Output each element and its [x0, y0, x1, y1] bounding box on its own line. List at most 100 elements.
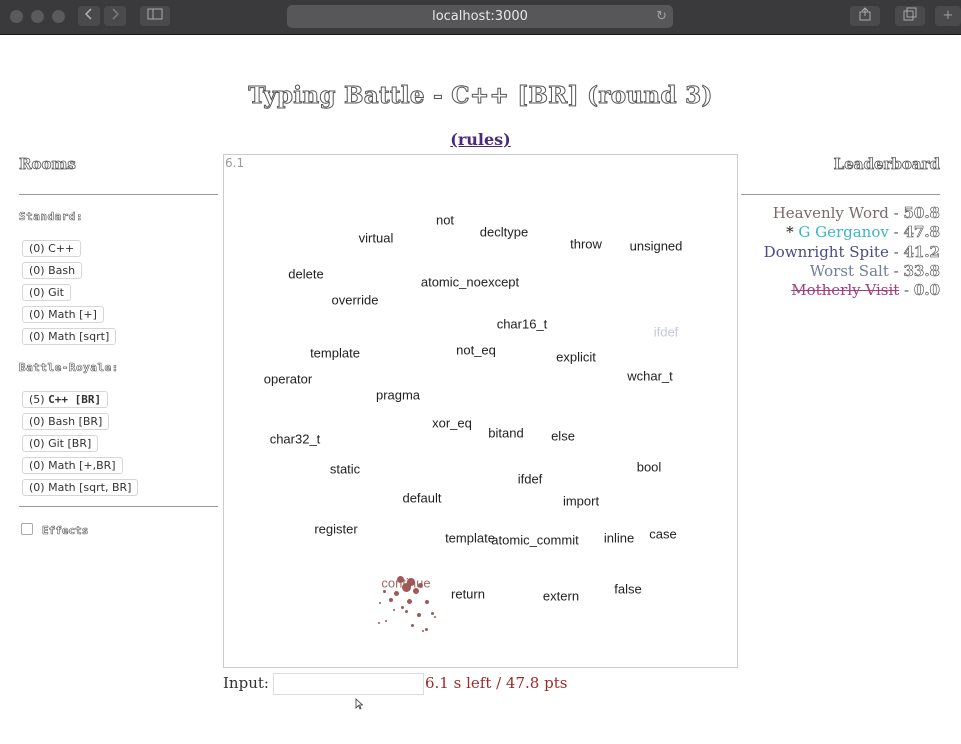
room-count: (0)	[29, 481, 45, 494]
forward-button[interactable]	[104, 6, 126, 26]
hit-particle	[404, 609, 408, 613]
falling-word: not	[435, 212, 455, 228]
room-count: (0)	[29, 330, 45, 343]
room-name: Bash	[48, 264, 76, 277]
falling-word: atomic_commit	[491, 532, 579, 548]
room-button-math-plus[interactable]: (0) Math [+]	[22, 306, 104, 323]
leaderboard-entry: Downright Spite - 41.2	[764, 242, 941, 261]
rules-link[interactable]: (rules)	[450, 130, 511, 149]
room-button-git-br[interactable]: (0) Git [BR]	[22, 435, 99, 452]
browser-toolbar: localhost:3000 ↻ +	[0, 0, 961, 35]
falling-word: template	[310, 345, 360, 361]
falling-word: import	[562, 493, 600, 509]
hit-particle	[400, 605, 404, 609]
falling-word: override	[331, 292, 379, 308]
tabs-button[interactable]	[895, 6, 925, 26]
hit-particle	[410, 623, 414, 627]
player-score: 33.8	[903, 261, 940, 281]
falling-word: default	[402, 490, 442, 506]
room-button-math-plus-br[interactable]: (0) Math [+,BR]	[22, 457, 123, 474]
effects-divider	[19, 506, 218, 507]
falling-word: decltype	[479, 224, 529, 240]
mouse-cursor-icon	[355, 698, 363, 710]
falling-word: bitand	[488, 425, 524, 441]
player-score: 41.2	[903, 242, 940, 261]
score-separator: -	[888, 223, 904, 242]
hit-particle	[406, 598, 412, 604]
new-tab-button[interactable]: +	[935, 6, 961, 26]
share-button[interactable]	[850, 6, 880, 26]
leaderboard-entry: Worst Salt - 33.8	[810, 261, 941, 281]
sidebar-toggle-button[interactable]	[140, 6, 170, 26]
hit-particle	[393, 609, 395, 611]
room-button-bash[interactable]: (0) Bash	[22, 262, 83, 279]
room-button-bash-br[interactable]: (0) Bash [BR]	[22, 413, 110, 430]
falling-word: register	[314, 521, 358, 537]
room-count: (0)	[29, 264, 45, 277]
score-separator: -	[888, 204, 904, 222]
hit-particle	[393, 590, 399, 596]
hit-particle	[424, 627, 428, 631]
hit-particle	[417, 613, 421, 617]
hit-particle	[407, 578, 415, 586]
leaderboard-entry: * G Gerganov - 47.8	[786, 223, 940, 242]
falling-word: return	[451, 586, 485, 602]
hit-particle	[382, 589, 386, 593]
player-name: Heavenly Word	[772, 204, 889, 222]
room-count: (0)	[29, 286, 45, 299]
falling-word: char32_t	[269, 431, 321, 447]
minimize-window-icon[interactable]	[31, 10, 44, 23]
leaderboard-divider	[741, 194, 940, 195]
chevron-left-icon	[84, 8, 92, 20]
address-bar[interactable]: localhost:3000 ↻	[287, 5, 673, 28]
score-separator: -	[888, 242, 904, 261]
room-name: Math [sqrt, BR]	[48, 481, 132, 494]
hit-particle	[389, 598, 393, 602]
falling-word: template	[445, 530, 495, 546]
room-button-cpp[interactable]: (0) C++	[22, 240, 82, 257]
falling-word: operator	[263, 371, 313, 387]
room-name: Math [sqrt]	[48, 330, 110, 343]
game-area: 6.1 not virtual decltype throw unsigned delet…	[223, 154, 738, 668]
url-text: localhost:3000	[432, 9, 528, 24]
falling-word: delete	[288, 266, 324, 282]
hit-particle	[385, 620, 387, 622]
battle-royale-label: Battle-Royale:	[19, 361, 119, 375]
falling-word: ifdef	[653, 324, 679, 340]
zoom-window-icon[interactable]	[52, 10, 65, 23]
leaderboard-heading: Leaderboard	[833, 155, 940, 174]
page-title: Typing Battle - C++ [BR] (round 3)	[248, 82, 713, 110]
falling-word: explicit	[556, 349, 596, 365]
effects-checkbox[interactable]	[21, 523, 33, 535]
standard-label: Standard:	[19, 210, 84, 224]
tabs-icon	[903, 7, 917, 21]
score-separator: -	[899, 281, 914, 300]
reload-icon[interactable]: ↻	[656, 9, 667, 24]
room-name: Git [BR]	[48, 437, 92, 450]
effects-toggle[interactable]: Effects	[21, 523, 89, 537]
room-button-git[interactable]: (0) Git	[22, 284, 71, 301]
close-window-icon[interactable]	[10, 10, 23, 23]
room-button-math-sqrt[interactable]: (0) Math [sqrt]	[22, 328, 117, 345]
leaderboard-entry: Motherly Visit - 0.0	[791, 281, 940, 300]
room-button-cpp-br[interactable]: (5) C++ [BR]	[22, 391, 109, 408]
hit-particle	[396, 575, 404, 583]
back-button[interactable]	[78, 6, 100, 26]
player-name: G Gerganov	[798, 223, 889, 242]
falling-word: char16_t	[496, 316, 548, 332]
falling-word: inline	[603, 530, 635, 546]
leaderboard-entry: Heavenly Word - 50.8	[772, 204, 941, 223]
falling-word: xor_eq	[432, 415, 472, 431]
word-input[interactable]	[273, 673, 424, 695]
hit-particle	[378, 622, 380, 624]
score-separator: -	[888, 261, 904, 280]
room-count: (0)	[29, 415, 45, 428]
room-count: (0)	[29, 242, 45, 255]
room-name: Git	[48, 286, 64, 299]
room-name: Math [+]	[48, 308, 97, 321]
falling-word: extern	[542, 588, 580, 604]
room-button-math-sqrt-br[interactable]: (0) Math [sqrt, BR]	[22, 479, 139, 496]
sidebar-icon	[147, 8, 163, 20]
hit-particle	[401, 582, 411, 592]
input-label: Input:	[223, 674, 269, 692]
